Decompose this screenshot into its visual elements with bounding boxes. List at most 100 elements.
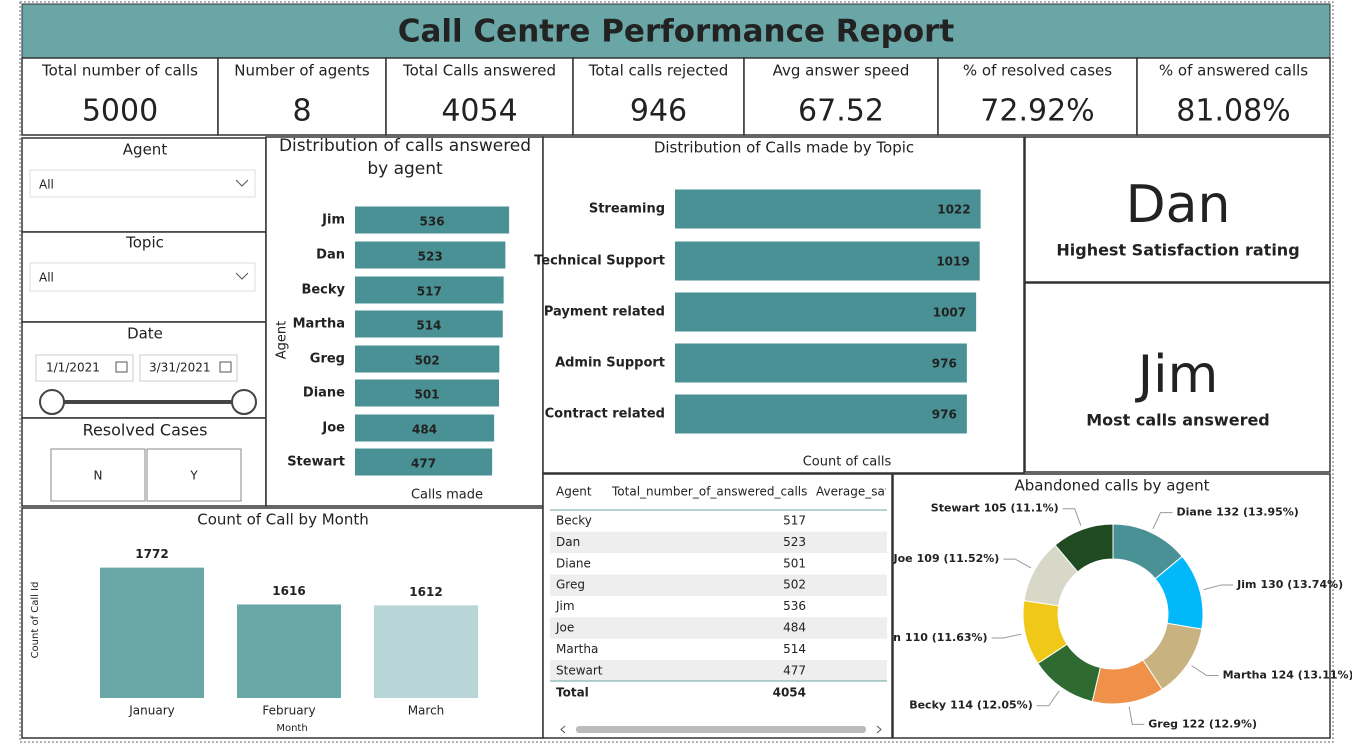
- scrollbar[interactable]: [576, 726, 866, 733]
- slice-value: 114 (12.05%): [950, 699, 1033, 712]
- table-cell: 502: [783, 578, 806, 592]
- dropdown[interactable]: [29, 262, 256, 292]
- bar: [675, 343, 967, 383]
- slice-category: Becky: [909, 699, 946, 712]
- option-label: Y: [189, 469, 198, 483]
- kpi-value: 5000: [82, 94, 158, 129]
- slicer-title: Resolved Cases: [83, 421, 208, 440]
- slice-value: 109 (11.52%): [917, 552, 1000, 565]
- leader-line: [1152, 512, 1173, 530]
- table-cell: Dan: [556, 535, 580, 549]
- x-tick-label: February: [262, 704, 315, 718]
- data-label: 502: [415, 354, 440, 368]
- data-label: 1019: [936, 255, 969, 269]
- slice-label: Greg 122 (12.9%): [1148, 717, 1257, 730]
- kpi-card: [743, 57, 939, 136]
- table-cell: Jim: [555, 599, 575, 613]
- y-axis-title: Agent: [275, 321, 290, 359]
- chart-title: Count of Call by Month: [197, 511, 369, 529]
- bar: [675, 189, 981, 229]
- bar: [355, 276, 504, 304]
- slice-label: Jim 130 (13.74%): [1236, 578, 1343, 591]
- bar: [355, 310, 503, 338]
- category-label: Streaming: [589, 202, 665, 217]
- highlight-value: Dan: [1126, 175, 1231, 235]
- bar: [355, 241, 506, 269]
- column-header: Average_sat: [816, 485, 890, 499]
- table-cell: Stewart: [556, 663, 603, 677]
- highlight-card: [1024, 136, 1331, 283]
- table-cell: 514: [783, 642, 806, 656]
- date-input[interactable]: [35, 354, 134, 382]
- kpi-card: [1136, 57, 1331, 136]
- kpi-value: 4054: [441, 94, 517, 129]
- total-value: 4054: [773, 686, 806, 700]
- table-cell: 501: [783, 556, 806, 570]
- date-input[interactable]: [139, 354, 238, 382]
- date-start: 1/1/2021: [46, 361, 100, 375]
- data-label: 517: [417, 285, 442, 299]
- data-label: 477: [411, 457, 436, 471]
- category-label: Stewart: [287, 455, 345, 470]
- header-clip: [886, 480, 891, 505]
- kpi-value: 67.52: [798, 94, 884, 129]
- bar: [374, 605, 478, 698]
- slice-label: Dan110 (11.63%): [877, 631, 988, 644]
- bar: [237, 604, 341, 698]
- slice-category: Jim: [1236, 578, 1256, 591]
- calendar-icon: [219, 361, 232, 373]
- x-tick-label: January: [128, 704, 175, 718]
- data-label: 523: [418, 250, 443, 264]
- leader-line: [1003, 558, 1032, 569]
- slice-value: 124 (13.11%): [1271, 668, 1352, 681]
- slicer-title: Date: [127, 325, 163, 343]
- kpi-value: 81.08%: [1176, 94, 1290, 129]
- highlight-label: Most calls answered: [1086, 411, 1270, 430]
- category-label: Jim: [321, 213, 345, 228]
- bar: [675, 241, 980, 281]
- option-button[interactable]: [146, 448, 242, 502]
- data-label: 536: [420, 215, 445, 229]
- slice-label: Martha 124 (13.11%): [1223, 668, 1352, 681]
- slice-category: Martha: [1223, 668, 1267, 681]
- category-label: Technical Support: [534, 254, 665, 269]
- leader-line: [1036, 690, 1060, 707]
- highlight-value: Jim: [1135, 345, 1218, 405]
- slice-value: 130 (13.74%): [1260, 578, 1343, 591]
- table-cell: Joe: [555, 621, 574, 635]
- dropdown[interactable]: [29, 169, 256, 198]
- slider-handle[interactable]: [231, 389, 257, 415]
- data-label: 976: [932, 408, 957, 422]
- highlight-card: [1024, 282, 1331, 473]
- chart-title: Distribution of Calls made by Topic: [654, 139, 914, 157]
- table-cell: Becky: [556, 514, 592, 528]
- slice-category: Greg: [1148, 717, 1178, 730]
- slider-handle[interactable]: [39, 389, 65, 415]
- x-axis-title: Month: [276, 723, 307, 734]
- option-button[interactable]: [50, 448, 146, 502]
- table-cell: Diane: [556, 556, 591, 570]
- table-cell: 523: [783, 535, 806, 549]
- slicer-title: Agent: [123, 141, 168, 159]
- calendar-icon: [115, 361, 128, 373]
- table-cell: 477: [783, 663, 806, 677]
- table-cell: 517: [783, 514, 806, 528]
- kpi-card: [21, 57, 219, 136]
- slice-category: Stewart: [931, 502, 980, 515]
- highlight-label: Highest Satisfaction rating: [1056, 241, 1299, 260]
- leader-line: [991, 633, 1022, 639]
- bar: [675, 292, 977, 332]
- scroll-arrow[interactable]: [560, 725, 882, 734]
- y-axis-title: Count of Call Id: [30, 582, 41, 659]
- option-label: N: [94, 469, 103, 483]
- slice-label: Diane 132 (13.95%): [1177, 506, 1299, 519]
- chart-title: Abandoned calls by agent: [1014, 477, 1209, 495]
- category-label: Admin Support: [555, 356, 665, 371]
- bar: [355, 414, 495, 442]
- data-label: 976: [932, 357, 957, 371]
- leader-line: [1191, 665, 1219, 676]
- kpi-label: Total number of calls: [41, 62, 198, 80]
- leader-line: [1062, 508, 1082, 526]
- slice-label: Becky 114 (12.05%): [909, 699, 1033, 712]
